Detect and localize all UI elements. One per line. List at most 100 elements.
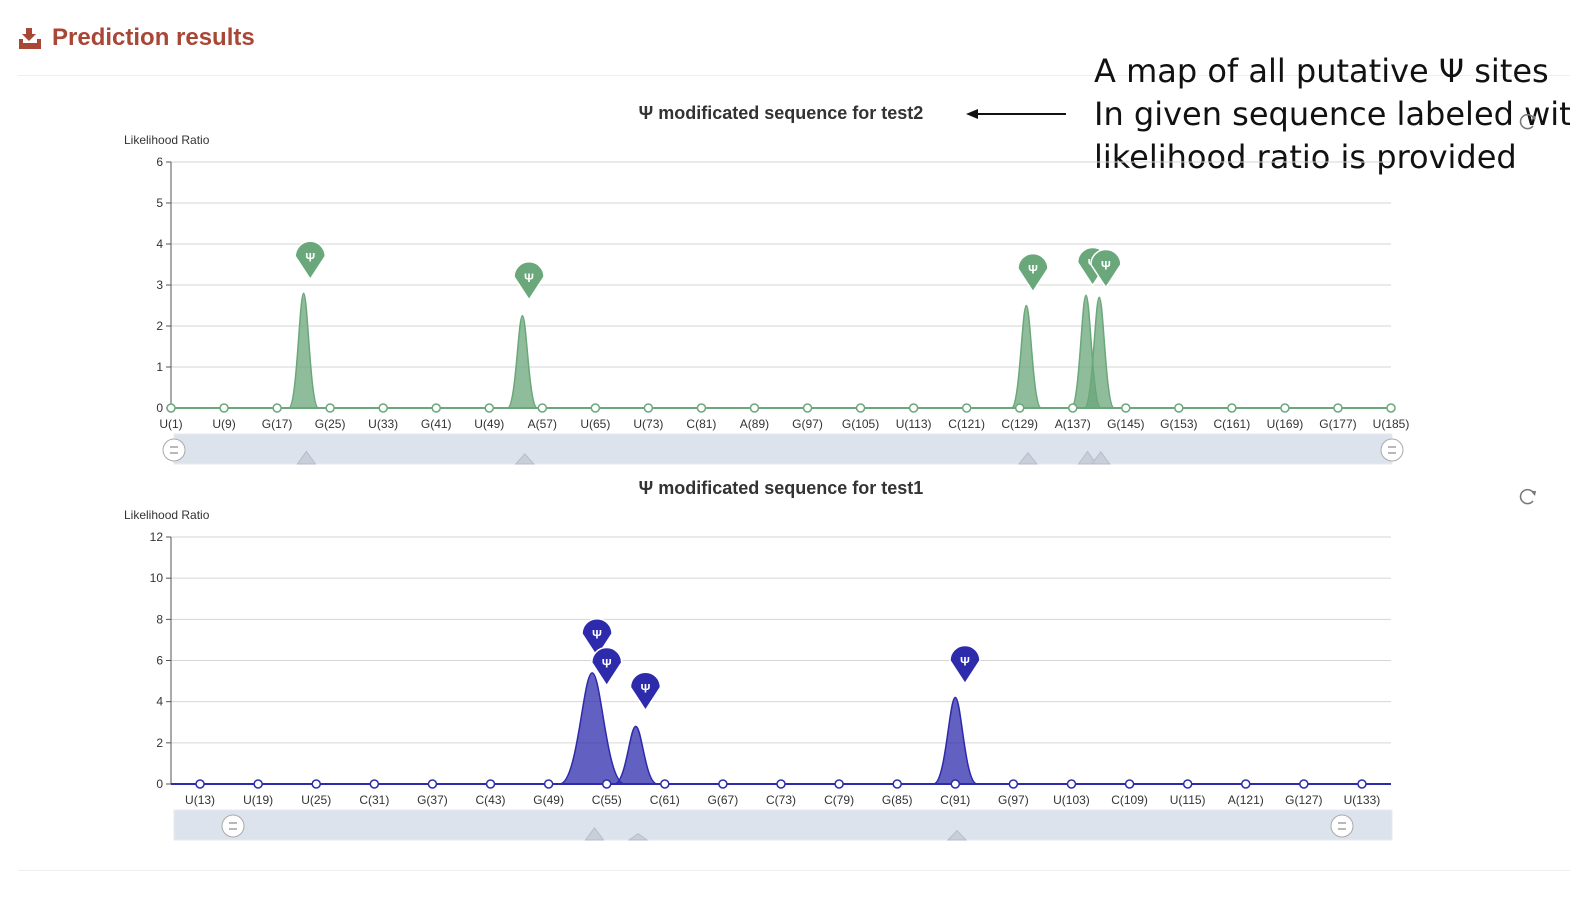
slider-handle-left[interactable]	[162, 438, 186, 462]
data-point[interactable]	[219, 403, 229, 413]
data-point[interactable]	[431, 403, 441, 413]
slider-handle-right[interactable]	[1380, 438, 1404, 462]
refresh-arrow[interactable]	[1531, 116, 1536, 121]
data-point[interactable]	[1227, 403, 1237, 413]
refresh-arrow[interactable]	[1531, 491, 1536, 496]
slider-handle-right[interactable]	[1330, 814, 1354, 838]
data-point[interactable]	[834, 779, 844, 789]
peak-area	[559, 672, 626, 785]
refresh-icon[interactable]	[1519, 113, 1536, 130]
data-point[interactable]	[749, 403, 760, 413]
data-point[interactable]	[961, 403, 972, 413]
data-point[interactable]	[802, 403, 813, 413]
data-point[interactable]	[908, 403, 919, 413]
data-point[interactable]	[601, 779, 612, 789]
data-point[interactable]	[1241, 779, 1251, 789]
slider-track[interactable]	[173, 433, 1393, 465]
data-point[interactable]	[427, 779, 438, 789]
slider-preview-peak	[1017, 451, 1038, 465]
data-point[interactable]	[166, 403, 176, 413]
data-point[interactable]	[1008, 779, 1019, 789]
data-point[interactable]	[1124, 779, 1135, 789]
slider-track[interactable]	[173, 809, 1393, 841]
data-point[interactable]	[1014, 403, 1025, 413]
data-point[interactable]	[1066, 779, 1077, 789]
marker-pin[interactable]	[1090, 248, 1122, 289]
data-point[interactable]	[543, 779, 554, 789]
chart-title: Ψ modificated sequence for test2	[639, 103, 924, 123]
x-tick-label: G(85)	[882, 793, 913, 807]
x-tick-label: U(13)	[185, 793, 215, 807]
psi-site-marker[interactable]: Ψ	[590, 646, 623, 687]
data-point[interactable]	[1299, 779, 1309, 789]
marker-pin[interactable]	[590, 646, 623, 687]
data-point[interactable]	[718, 779, 728, 789]
data-point[interactable]	[660, 779, 670, 789]
handle-knob[interactable]	[221, 814, 245, 838]
x-tick-label: G(97)	[998, 793, 1029, 807]
data-point[interactable]	[1386, 403, 1396, 413]
marker-pin[interactable]	[629, 671, 662, 712]
psi-site-marker[interactable]: Ψ	[581, 618, 613, 659]
psi-site-marker[interactable]: Ψ	[513, 261, 545, 302]
zoom-slider[interactable]	[162, 433, 1404, 465]
data-point[interactable]	[1357, 779, 1367, 789]
data-point[interactable]	[378, 403, 388, 413]
marker-pin[interactable]	[294, 240, 326, 281]
data-point[interactable]	[892, 779, 902, 789]
refresh-icon[interactable]	[1519, 488, 1536, 505]
y-tick-label: 2	[156, 319, 163, 333]
data-point[interactable]	[855, 403, 866, 413]
data-point[interactable]	[643, 403, 654, 413]
data-point[interactable]	[776, 779, 786, 789]
refresh-arc[interactable]	[1519, 488, 1535, 505]
chart-1: Ψ modificated sequence for test2 Likeliho…	[124, 103, 1536, 465]
marker-pin[interactable]	[949, 644, 981, 685]
data-point[interactable]	[590, 403, 601, 413]
x-tick-label: C(55)	[592, 793, 622, 807]
psi-site-marker[interactable]: Ψ	[949, 644, 981, 685]
data-point[interactable]	[272, 403, 282, 413]
psi-site-marker[interactable]: Ψ	[1017, 252, 1049, 293]
slider-handle-left[interactable]	[221, 814, 245, 838]
x-tick-label: G(41)	[421, 417, 452, 431]
data-point[interactable]	[485, 779, 496, 789]
zoom-slider[interactable]	[173, 809, 1393, 841]
handle-knob[interactable]	[1330, 814, 1354, 838]
slider-preview-peak	[1090, 451, 1111, 465]
refresh-arc[interactable]	[1519, 113, 1535, 130]
handle-knob[interactable]	[162, 438, 186, 462]
data-point[interactable]	[484, 403, 495, 413]
data-point[interactable]	[311, 779, 321, 789]
y-tick-label: 8	[156, 612, 163, 626]
data-point[interactable]	[1067, 403, 1078, 413]
data-point[interactable]	[369, 779, 380, 789]
psi-site-marker[interactable]: Ψ	[629, 671, 662, 712]
data-point[interactable]	[950, 779, 961, 789]
data-point[interactable]	[1280, 403, 1290, 413]
x-tick-label: A(121)	[1228, 793, 1264, 807]
handle-knob[interactable]	[1380, 438, 1404, 462]
data-point[interactable]	[696, 403, 707, 413]
psi-site-marker[interactable]: Ψ	[294, 240, 326, 281]
data-point[interactable]	[325, 403, 335, 413]
x-tick-label: U(169)	[1267, 417, 1304, 431]
marker-pin[interactable]	[1017, 252, 1049, 293]
data-point[interactable]	[1333, 403, 1343, 413]
data-point[interactable]	[253, 779, 263, 789]
data-point[interactable]	[1121, 403, 1131, 413]
psi-site-marker[interactable]: Ψ	[1090, 248, 1122, 289]
y-tick-label: 3	[156, 278, 163, 292]
marker-pin[interactable]	[513, 261, 545, 302]
data-point[interactable]	[537, 403, 548, 413]
x-tick-label: G(127)	[1285, 793, 1322, 807]
x-tick-label: C(109)	[1111, 793, 1148, 807]
x-tick-label: C(161)	[1214, 417, 1251, 431]
data-point[interactable]	[1182, 779, 1193, 789]
marker-label: Ψ	[305, 250, 315, 264]
y-tick-label: 4	[156, 695, 163, 709]
x-tick-label: G(37)	[417, 793, 448, 807]
marker-pin[interactable]	[581, 618, 613, 659]
data-point[interactable]	[195, 779, 205, 789]
data-point[interactable]	[1174, 403, 1184, 413]
